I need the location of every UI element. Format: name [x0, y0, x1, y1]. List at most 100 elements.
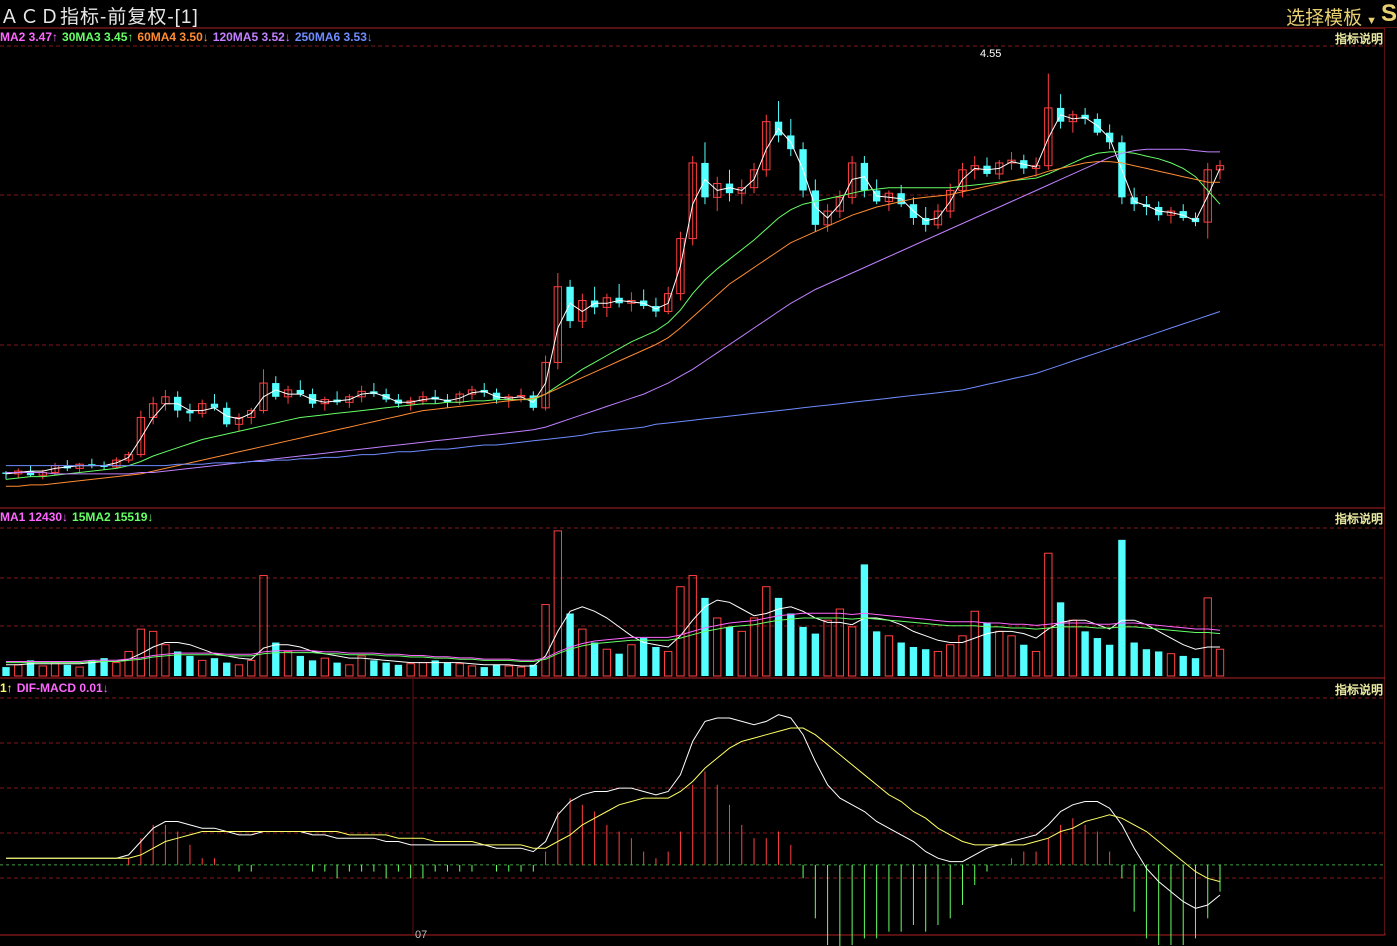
volume-bar	[578, 628, 587, 677]
volume-bar	[443, 662, 452, 676]
volume-bar	[529, 664, 537, 676]
volume-bar	[38, 665, 47, 677]
candle-body	[1007, 159, 1016, 164]
price-legend-item: 120MA5 3.52↓	[212, 30, 291, 44]
window-title: ＡＣＤ指标-前复权-[1]	[0, 7, 199, 28]
volume-bar	[799, 626, 807, 676]
volume-bar	[283, 650, 293, 677]
macd-legend: 1↑ DIF-MACD 0.01↓	[0, 681, 113, 695]
volume-bar	[922, 649, 930, 676]
candle-body	[541, 361, 550, 409]
candle-body	[970, 165, 979, 171]
volume-bar	[762, 586, 771, 677]
candle-body	[847, 162, 857, 198]
candle-body	[578, 300, 587, 322]
candle-body	[725, 183, 734, 194]
volume-bar	[933, 650, 943, 677]
ma-line-250ma6	[6, 311, 1221, 467]
volume-ma-magenta-line	[6, 612, 1221, 662]
candle-body	[1105, 132, 1114, 143]
volume-bar	[198, 659, 207, 677]
candle-body	[247, 410, 256, 418]
candle-body	[259, 382, 268, 412]
volume-bar	[455, 663, 464, 677]
volume-bar	[897, 642, 905, 676]
volume-bar	[688, 575, 697, 677]
candle-body	[946, 189, 955, 212]
candle-body	[198, 403, 207, 414]
volume-bar	[1215, 648, 1225, 677]
volume-bar	[811, 633, 820, 676]
volume-bar	[124, 650, 133, 677]
candle-body	[664, 293, 673, 313]
candle-body	[234, 416, 244, 425]
volume-bar	[615, 653, 623, 676]
volume-bar	[492, 664, 501, 676]
candle-body	[958, 169, 967, 191]
volume-bar	[148, 630, 158, 677]
volume-bar	[370, 660, 378, 676]
price-legend: MA2 3.47↑ 30MA3 3.45↑ 60MA4 3.50↓ 120MA5 3.…	[0, 30, 377, 44]
volume-bar	[946, 644, 955, 677]
title-bar: ＡＣＤ指标-前复权-[1] 选择模板 ▼ S	[0, 0, 1397, 30]
macd-dea-line	[6, 727, 1221, 883]
candle-body	[835, 196, 845, 212]
candle-body	[394, 399, 403, 404]
candle-body	[749, 169, 759, 189]
select-template-label: 选择模板	[1286, 8, 1363, 29]
candle-body	[922, 217, 930, 225]
candle-body	[1179, 211, 1187, 218]
volume-bar	[553, 530, 562, 677]
macd-explain-button[interactable]: 指标说明	[1334, 683, 1383, 697]
volume-bar	[173, 651, 182, 676]
ma-line-ma2	[5, 114, 1221, 475]
price-explain-button[interactable]: 指标说明	[1334, 32, 1383, 46]
volume-bar	[136, 628, 146, 677]
price-legend-item: 30MA3 3.45↑	[62, 30, 134, 44]
volume-bar	[1093, 638, 1102, 676]
volume-bar	[480, 667, 488, 676]
volume-bar	[701, 597, 709, 676]
volume-bar	[590, 642, 599, 676]
volume-bar	[884, 635, 894, 677]
volume-bar	[1056, 602, 1065, 676]
volume-bar	[872, 631, 881, 676]
volume-bar	[112, 662, 121, 677]
volume-bar	[1068, 619, 1078, 677]
volume-explain-button[interactable]: 指标说明	[1334, 512, 1383, 526]
candle-body	[1203, 169, 1212, 223]
candle-body	[553, 286, 562, 363]
volume-bar	[308, 660, 317, 676]
candle-body	[1081, 114, 1089, 119]
volume-bar	[725, 626, 734, 676]
volume-bar	[75, 666, 84, 677]
volume-bar	[320, 657, 330, 677]
volume-bar	[787, 613, 795, 676]
volume-bar	[676, 586, 685, 677]
volume-bar	[210, 658, 219, 676]
select-template-button[interactable]: 选择模板 ▼	[1286, 3, 1377, 30]
volume-bar	[958, 635, 967, 677]
volume-bar	[1166, 653, 1176, 677]
volume-bar	[1044, 552, 1053, 677]
candle-body	[713, 183, 722, 198]
candle-body	[590, 300, 599, 308]
volume-bar	[602, 648, 612, 677]
volume-bar	[749, 617, 759, 677]
price-legend-item: MA2 3.47↑	[0, 30, 59, 44]
candle-body	[308, 394, 317, 404]
volume-bar	[50, 662, 60, 677]
volume-bar	[1155, 651, 1163, 676]
volume-bar	[2, 667, 10, 676]
volume-bar	[566, 613, 574, 676]
macd-legend-item: 1↑	[0, 681, 13, 695]
volume-bar	[627, 644, 636, 677]
volume-bar	[259, 575, 268, 677]
volume-bar	[1031, 650, 1041, 677]
volume-bar	[737, 630, 746, 677]
candle-body	[762, 121, 771, 171]
volume-bar	[234, 664, 244, 677]
candle-body	[2, 472, 10, 474]
volume-bar	[1191, 658, 1200, 676]
